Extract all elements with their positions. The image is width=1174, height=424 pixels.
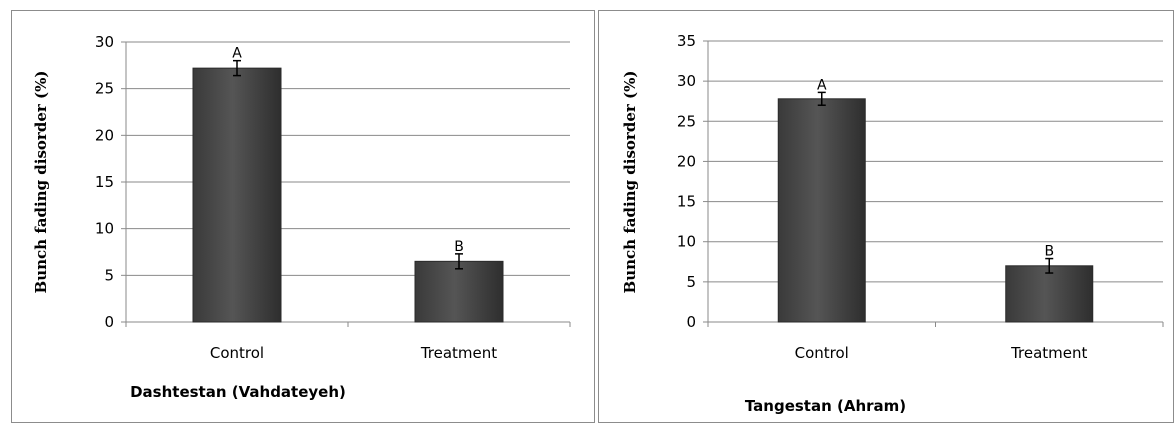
y-tick-label: 30 — [677, 72, 696, 90]
y-tick-label: 0 — [104, 313, 114, 331]
bar-chart-tangestan: 0 5 10 15 20 25 30 35 A Control B Treatment Tangesta… — [621, 32, 1164, 415]
y-tick-label: 35 — [677, 32, 696, 50]
y-tick-label: 30 — [95, 33, 114, 51]
significance-label: B — [454, 239, 464, 255]
x-category-label: Treatment — [1010, 344, 1087, 362]
x-category-label: Control — [795, 344, 849, 362]
y-tick-label: 25 — [677, 112, 696, 130]
chart-panel-tangestan: 0 5 10 15 20 25 30 35 A Control B Treatment Tangesta… — [598, 10, 1174, 423]
y-tick-label: 0 — [686, 313, 696, 331]
x-axis-title: Dashtestan (Vahdateyeh) — [130, 383, 346, 401]
y-tick-label: 20 — [677, 152, 696, 170]
x-category-label: Control — [210, 344, 264, 362]
y-tick-label: 20 — [95, 126, 114, 144]
y-tick-label: 10 — [677, 233, 696, 251]
x-axis-title: Tangestan (Ahram) — [745, 397, 906, 415]
significance-label: B — [1044, 244, 1054, 260]
y-tick-label: 10 — [95, 220, 114, 238]
bar-control — [777, 98, 866, 323]
bar-treatment — [414, 260, 504, 323]
significance-label: A — [232, 46, 242, 62]
x-category-label: Treatment — [420, 344, 497, 362]
bar-control — [192, 67, 282, 323]
y-tick-label: 5 — [686, 273, 696, 291]
significance-label: A — [817, 77, 827, 93]
y-tick-label: 15 — [677, 193, 696, 211]
y-tick-label: 15 — [95, 173, 114, 191]
bar-chart-dashtestan: 0 5 10 15 20 25 30 A Control B Treatment Dashtestan… — [32, 33, 571, 401]
y-tick-label: 5 — [104, 266, 114, 284]
bar-treatment — [1005, 265, 1094, 323]
y-axis-title: Bunch fading disorder (%) — [32, 71, 50, 294]
y-axis-title: Bunch fading disorder (%) — [621, 71, 639, 294]
y-tick-label: 25 — [95, 80, 114, 98]
chart-panel-dashtestan: 0 5 10 15 20 25 30 A Control B Treatment Dashtestan… — [11, 10, 595, 423]
